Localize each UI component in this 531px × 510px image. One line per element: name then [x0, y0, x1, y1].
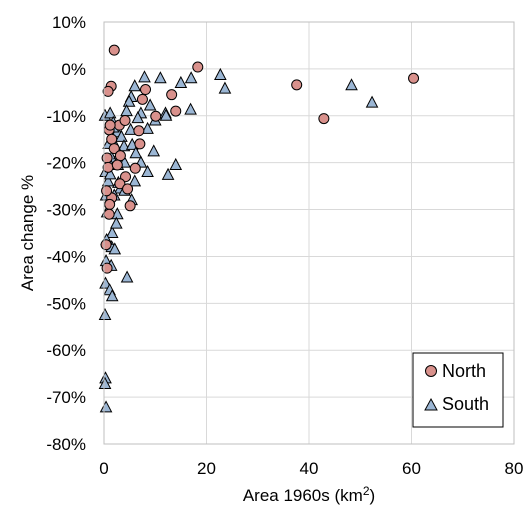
data-point-north: [136, 93, 148, 105]
data-point-south: [98, 307, 112, 321]
y-tick-label: 10%: [52, 13, 86, 32]
data-point-north: [318, 113, 330, 125]
data-point-south: [365, 95, 379, 108]
data-point-south: [128, 174, 142, 187]
data-point-north: [140, 84, 152, 96]
data-point-south: [105, 225, 119, 238]
data-point-south: [141, 164, 154, 178]
plot-frame: [103, 21, 515, 445]
data-point-south: [117, 139, 131, 152]
y-tick-label: -50%: [46, 294, 86, 313]
data-point-south: [143, 98, 157, 111]
data-point-north: [192, 61, 204, 73]
data-point-south: [108, 242, 122, 255]
data-point-south: [159, 108, 173, 121]
legend-north-label: North: [442, 361, 486, 381]
data-point-south: [109, 216, 123, 229]
data-point-south: [120, 270, 134, 283]
data-point-north: [100, 239, 112, 251]
y-tick-label: -80%: [46, 435, 86, 454]
data-point-south: [218, 81, 232, 94]
x-tick-label: 20: [197, 459, 216, 478]
data-point-north: [111, 159, 123, 171]
data-point-north: [120, 171, 132, 183]
x-tick-label: 80: [505, 459, 524, 478]
data-point-north: [114, 178, 126, 190]
data-point-north: [122, 183, 134, 195]
data-point-north: [119, 114, 131, 126]
x-tick-label: 60: [402, 459, 421, 478]
data-point-north: [102, 161, 114, 173]
data-point-north: [104, 198, 116, 210]
data-point-south: [184, 102, 197, 115]
data-point-north: [108, 143, 120, 155]
data-point-north: [133, 125, 145, 137]
data-point-south: [169, 157, 183, 171]
data-point-south: [99, 400, 113, 413]
data-point-south: [184, 71, 198, 84]
data-point-south: [138, 70, 151, 83]
legend-south-label: South: [442, 394, 489, 414]
data-point-north: [102, 85, 114, 97]
data-point-north: [124, 200, 136, 212]
y-tick-label: 0%: [61, 60, 86, 79]
y-axis-label: Area change %: [18, 175, 37, 291]
data-point-south: [131, 111, 145, 124]
x-axis-label-close: ): [370, 486, 376, 505]
y-tick-label: -60%: [46, 341, 86, 360]
y-tick-label: -70%: [46, 388, 86, 407]
data-point-south: [122, 94, 136, 107]
y-tick-label: -30%: [46, 201, 86, 220]
data-point-north: [103, 208, 115, 220]
data-point-south: [105, 289, 119, 302]
x-axis-label: Area 1960s (km2): [243, 484, 375, 505]
data-point-north: [134, 138, 146, 150]
data-point-south: [154, 71, 167, 84]
data-point-south: [98, 376, 112, 389]
data-point-south: [103, 167, 117, 180]
y-tick-label: -10%: [46, 107, 86, 126]
x-tick-label: 0: [99, 459, 108, 478]
y-tick-label: -20%: [46, 154, 86, 173]
data-point-south: [174, 75, 188, 88]
legend: North South: [412, 352, 504, 428]
data-point-north: [170, 105, 182, 117]
data-point-north: [408, 72, 420, 84]
legend-box: [412, 352, 504, 428]
data-point-north: [101, 262, 113, 274]
data-point-south: [103, 106, 117, 119]
x-tick-label: 40: [300, 459, 319, 478]
data-point-south: [345, 78, 358, 91]
y-tick-labels: 10% 0% -10% -20% -30% -40% -50% -60% -70% -80%: [46, 13, 86, 454]
x-tick-labels: 0 20 40 60 80: [99, 459, 523, 478]
x-axis-label-superscript: 2: [363, 484, 370, 498]
x-axis-label-text: Area 1960s (km: [243, 486, 363, 505]
data-point-north: [129, 162, 141, 174]
data-point-south: [214, 67, 227, 80]
data-point-north: [166, 89, 178, 101]
data-point-south: [124, 122, 137, 135]
data-point-north: [106, 133, 118, 145]
data-point-south: [115, 129, 128, 142]
data-point-north: [104, 119, 116, 131]
data-point-south: [141, 121, 154, 134]
data-point-north: [114, 150, 126, 162]
data-point-north: [291, 79, 303, 91]
data-point-south: [129, 146, 143, 159]
data-point-south: [147, 144, 161, 157]
data-point-north: [101, 185, 113, 197]
legend-south-marker: [424, 397, 438, 411]
data-point-north: [150, 110, 162, 122]
legend-north-marker: [425, 365, 437, 377]
y-tick-label: -40%: [46, 247, 86, 266]
data-point-south: [161, 167, 175, 180]
data-point-south: [128, 79, 142, 92]
data-point-north: [108, 44, 120, 56]
data-points: [98, 44, 420, 413]
data-point-south: [99, 276, 112, 289]
